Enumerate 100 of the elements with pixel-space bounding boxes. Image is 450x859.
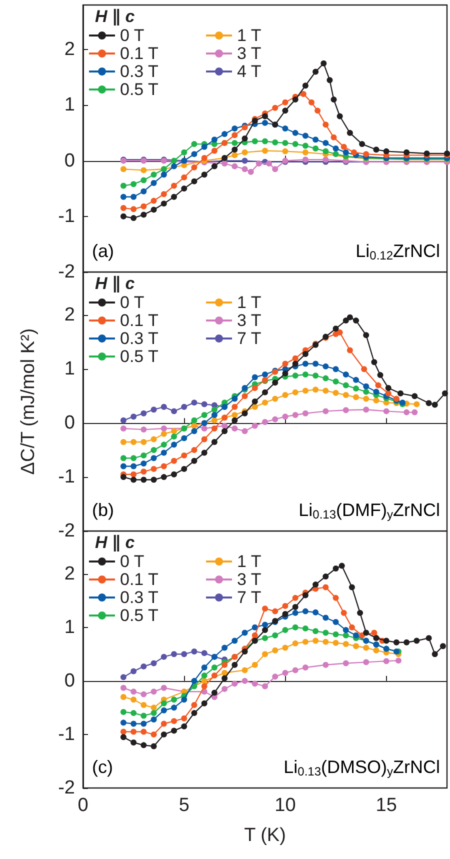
point [312,360,319,367]
point [232,404,238,410]
point [272,632,278,638]
point [262,148,268,154]
point [363,383,370,390]
point [140,167,147,174]
point [302,608,308,614]
point [171,458,177,464]
point [232,417,238,424]
point [140,203,147,210]
point [232,132,238,138]
y-tick-label: 2 [64,39,75,60]
point [222,675,228,682]
point [232,152,238,158]
y-tick-label: 2 [64,304,75,326]
legend-label: 0 T [120,26,144,45]
point [320,60,327,66]
point [232,396,238,402]
point [150,172,157,178]
point [222,670,228,676]
point [292,412,298,418]
legend-label: 0.5 T [120,80,158,99]
point [232,662,238,668]
point [302,82,308,89]
point [211,438,218,445]
point [130,471,137,478]
point [211,664,218,671]
point [120,194,126,200]
point [302,351,308,358]
point [160,731,167,738]
point [342,149,349,156]
point [181,466,188,472]
point [140,452,147,458]
y-tick-label: 0 [64,670,75,692]
point [140,410,147,416]
point [222,644,228,651]
point [181,651,188,658]
y-tick-label: -2 [58,520,75,542]
point [181,149,188,156]
point [292,667,298,674]
point [332,390,339,396]
y-tick-label: 1 [64,94,75,116]
point [150,710,157,716]
point [363,396,370,402]
point [353,632,359,638]
point [171,428,177,434]
point [120,463,126,470]
point [262,400,268,406]
point [252,422,258,429]
point [340,610,347,616]
point [272,104,278,111]
point [160,707,167,714]
point [120,708,126,715]
x-tick-label: 10 [274,795,296,816]
point [160,684,167,691]
point [181,435,188,442]
point [120,734,126,740]
point [262,606,268,612]
legend-label: 0.3 T [120,329,158,348]
point [332,640,339,646]
x-tick-label: 5 [178,795,190,816]
point [385,390,392,396]
point [252,404,258,410]
point [211,672,218,679]
point [302,372,308,378]
point [282,108,288,114]
point [393,639,400,646]
point [348,624,355,630]
point [272,674,278,680]
point [140,426,147,433]
point [395,658,402,664]
point [130,215,137,222]
point [350,149,357,156]
point [346,347,353,354]
point [140,712,147,719]
point [322,638,329,645]
point [373,397,380,404]
point [171,163,177,170]
point [211,412,218,418]
point [282,125,288,132]
point [383,638,390,644]
point [191,702,198,708]
point [302,592,308,598]
point [222,428,228,434]
point [322,122,329,128]
point [201,154,208,161]
point [302,625,308,632]
point [292,624,298,630]
point [120,182,126,189]
point [383,148,390,154]
point [211,136,218,143]
point [150,660,157,666]
point [140,742,147,748]
point [120,205,126,212]
point [282,610,288,617]
y-tick-label: -1 [58,466,75,488]
legend-label: 4 T [237,62,262,81]
point [302,132,308,139]
point [191,710,198,716]
point [404,639,410,646]
